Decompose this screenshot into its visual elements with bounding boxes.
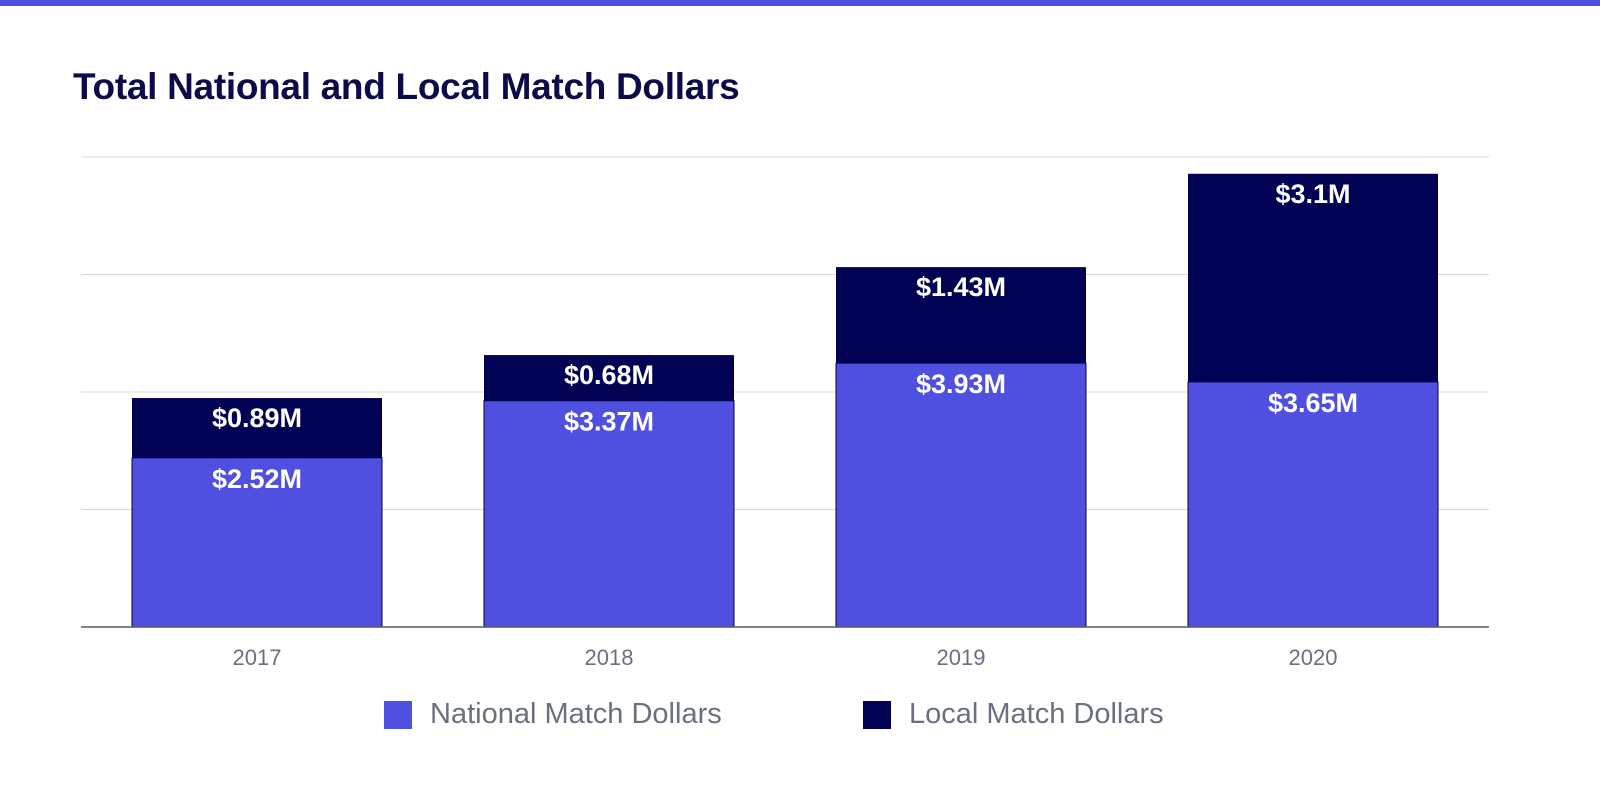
- bar-local-2018: [484, 355, 734, 401]
- bar-local-2017: [132, 398, 382, 458]
- legend: National Match Dollars Local Match Dolla…: [0, 698, 1600, 738]
- data-label-local-2020: $3.1M: [1275, 179, 1350, 209]
- x-tick-label-2018: 2018: [585, 645, 634, 670]
- legend-swatch-local: [863, 700, 891, 729]
- x-tick-label-2019: 2019: [937, 645, 986, 670]
- legend-label-national: National Match Dollars: [430, 698, 722, 730]
- data-label-national-2017: $2.52M: [212, 464, 302, 494]
- bar-national-2019: [835, 362, 1087, 628]
- legend-swatch-national: [384, 700, 412, 729]
- bar-national-2020: [1187, 381, 1439, 628]
- chart-title: Total National and Local Match Dollars: [73, 66, 740, 107]
- data-label-national-2019: $3.93M: [916, 369, 1006, 399]
- bar-local-2019: [836, 267, 1086, 364]
- bar-local-2020: [1188, 173, 1438, 382]
- legend-item-national[interactable]: National Match Dollars: [384, 698, 722, 731]
- data-label-national-2018: $3.37M: [564, 407, 654, 437]
- legend-label-local: Local Match Dollars: [909, 698, 1164, 730]
- data-label-local-2017: $0.89M: [212, 403, 302, 433]
- x-tick-label-2017: 2017: [233, 645, 282, 670]
- data-label-national-2020: $3.65M: [1268, 388, 1358, 418]
- bar-national-2018: [483, 400, 735, 628]
- x-tick-label-2020: 2020: [1289, 645, 1338, 670]
- data-label-local-2018: $0.68M: [564, 360, 654, 390]
- legend-item-local[interactable]: Local Match Dollars: [863, 698, 1164, 731]
- data-label-local-2019: $1.43M: [916, 272, 1006, 302]
- top-accent-bar: [0, 0, 1600, 6]
